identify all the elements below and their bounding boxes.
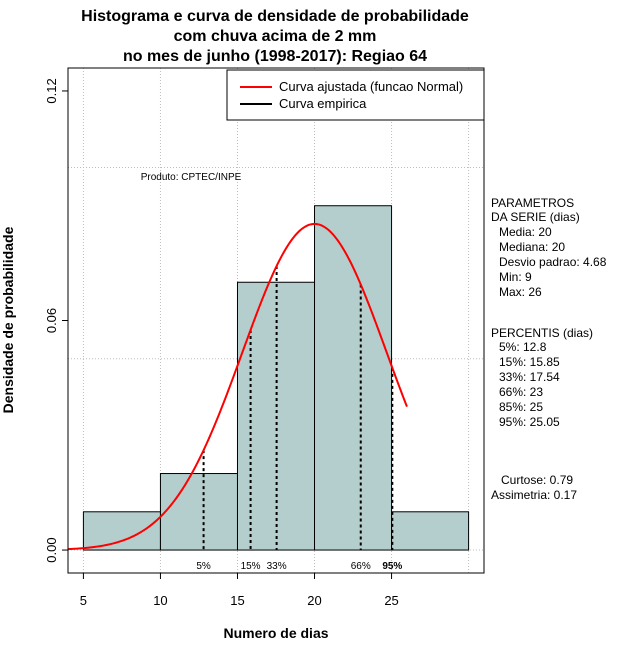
percentile-95: 95%: 25.05 bbox=[499, 415, 560, 429]
percentile-label: 66% bbox=[351, 561, 371, 572]
histogram-bars bbox=[82, 205, 470, 551]
legend: Curva ajustada (funcao Normal) Curva emp… bbox=[226, 69, 485, 121]
percentile-5: 5%: 12.8 bbox=[499, 340, 547, 354]
percentile-label: 15% bbox=[241, 561, 261, 572]
title-line-3: no mes de junho (1998-2017): Regiao 64 bbox=[123, 48, 427, 65]
x-tick-label: 15 bbox=[230, 593, 244, 608]
skewness: Assimetria: 0.17 bbox=[491, 488, 577, 502]
x-tick-label: 5 bbox=[80, 593, 87, 608]
percentile-label: 33% bbox=[267, 561, 287, 572]
y-tick-label: 0.00 bbox=[44, 537, 59, 562]
y-axis: 0.00 0.06 0.12 bbox=[44, 78, 68, 563]
legend-label-empirical: Curva empirica bbox=[279, 96, 367, 111]
param-max: Max: 26 bbox=[499, 285, 542, 299]
legend-label-fitted: Curva ajustada (funcao Normal) bbox=[279, 79, 463, 94]
histogram-bar bbox=[391, 511, 470, 551]
x-axis-title: Numero de dias bbox=[223, 625, 328, 641]
curve-layer bbox=[67, 222, 408, 551]
chart-title: Histograma e curva de densidade de proba… bbox=[81, 8, 469, 65]
x-axis: 5 10 15 20 25 bbox=[80, 573, 399, 608]
histogram-bar bbox=[314, 205, 393, 551]
fitted-normal-curve bbox=[67, 222, 408, 551]
x-tick-label: 25 bbox=[384, 593, 398, 608]
credit-annotation: Produto: CPTEC/INPE bbox=[141, 172, 242, 183]
title-line-1: Histograma e curva de densidade de proba… bbox=[81, 8, 469, 25]
parameters-heading-2: DA SERIE (dias) bbox=[491, 210, 580, 224]
percentile-66: 66%: 23 bbox=[499, 385, 543, 399]
parameters-heading-1: PARAMETROS bbox=[491, 196, 574, 210]
param-min: Min: 9 bbox=[499, 270, 532, 284]
kurtosis: Curtose: 0.79 bbox=[501, 473, 573, 487]
y-axis-title: Densidade de probabilidade bbox=[0, 226, 16, 413]
param-mean: Media: 20 bbox=[499, 225, 552, 239]
percentile-label: 95% bbox=[382, 561, 402, 572]
x-tick-label: 20 bbox=[307, 593, 321, 608]
legend-box bbox=[226, 69, 485, 121]
histogram-bar bbox=[82, 511, 161, 551]
percentile-33: 33%: 17.54 bbox=[499, 370, 560, 384]
param-median: Mediana: 20 bbox=[499, 240, 565, 254]
percentile-15: 15%: 15.85 bbox=[499, 355, 560, 369]
percentiles-heading: PERCENTIS (dias) bbox=[491, 326, 593, 340]
percentile-85: 85%: 25 bbox=[499, 400, 543, 414]
percentile-label: 5% bbox=[196, 561, 211, 572]
title-line-2: com chuva acima de 2 mm bbox=[174, 28, 377, 45]
y-tick-label: 0.12 bbox=[44, 78, 59, 103]
x-tick-label: 10 bbox=[153, 593, 167, 608]
y-tick-label: 0.06 bbox=[44, 308, 59, 333]
statistics-panel: PARAMETROS DA SERIE (dias) Media: 20 Med… bbox=[491, 196, 607, 502]
histogram-bar bbox=[159, 473, 238, 551]
param-stddev: Desvio padrao: 4.68 bbox=[499, 255, 607, 269]
percentile-markers: 5% 15% 33% 66% 95% bbox=[196, 266, 402, 572]
